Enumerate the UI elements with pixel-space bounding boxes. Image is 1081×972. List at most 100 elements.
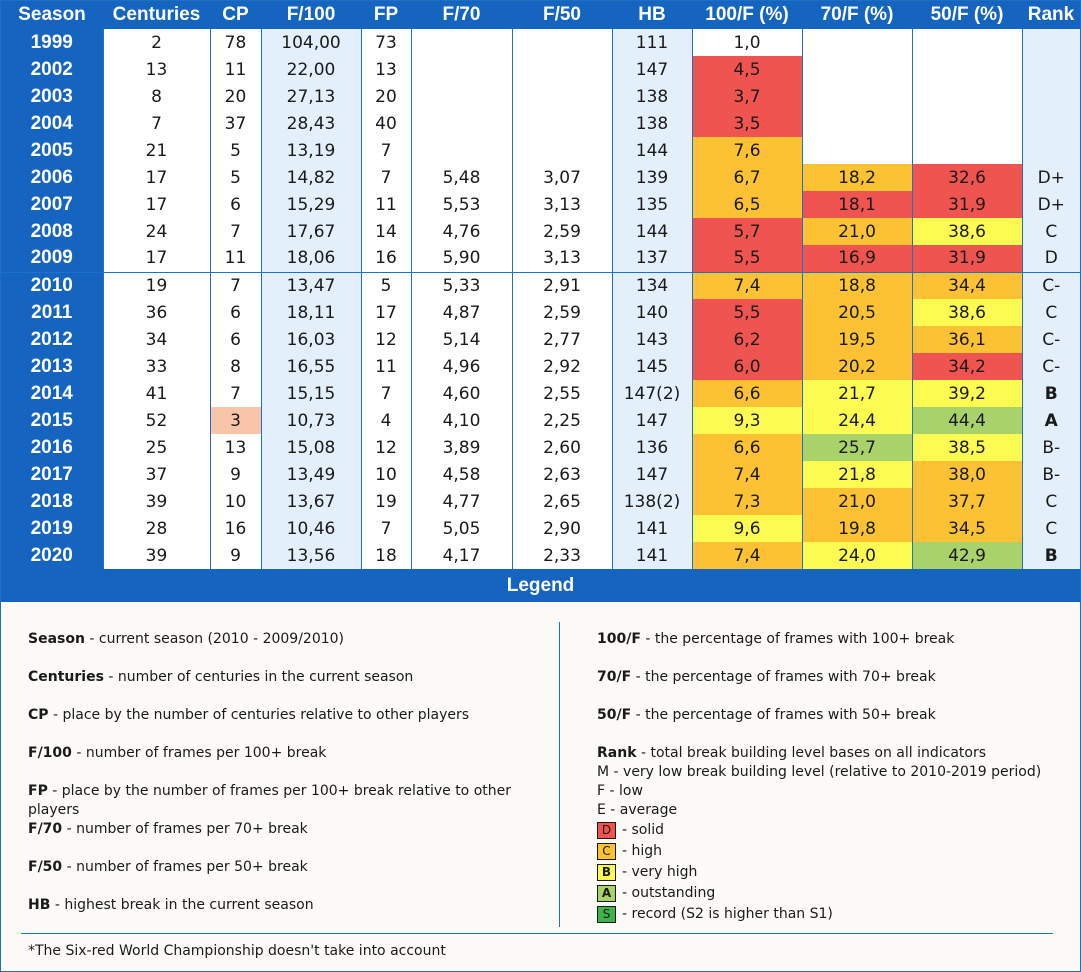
p50-cell: 38,6 [911,218,1022,245]
table-row: 2016 25 13 15,08 12 3,89 2,60 136 6,6 25,7 38,5 B- [1,434,1080,461]
p50-cell: 38,6 [911,299,1022,326]
hb-cell: 137 [611,245,692,272]
fp-cell: 12 [360,326,411,353]
hb-cell: 144 [611,137,692,164]
fp-cell: 7 [360,164,411,191]
fp-cell: 18 [360,542,411,569]
legend-item-rank: Rank - total break building level bases … [597,744,1067,763]
rank-swatch-label: - high [622,843,663,859]
f50-cell: 2,25 [511,407,612,434]
centuries-cell: 24 [102,218,210,245]
legend-term: FP [28,783,48,799]
column-header[interactable]: Centuries [103,1,210,29]
p50-cell: 34,4 [911,271,1022,299]
centuries-cell: 21 [102,137,210,164]
p100-cell: 4,5 [691,56,802,83]
column-header[interactable]: CP [210,1,261,29]
cp-cell: 10 [209,488,261,515]
p50-cell: 36,1 [911,326,1022,353]
hb-cell: 143 [611,326,692,353]
rank-cell [1021,83,1080,110]
legend-divider [559,622,560,927]
table-row: 2002 13 11 22,00 13 147 4,5 [1,56,1080,83]
f70-cell: 4,17 [410,542,512,569]
centuries-cell: 17 [102,245,210,272]
p50-cell: 31,9 [911,245,1022,272]
f50-cell: 2,55 [511,380,612,407]
column-header[interactable]: F/50 [512,1,612,29]
hb-cell: 136 [611,434,692,461]
table-row: 1999 2 78 104,00 73 111 1,0 [1,29,1080,56]
f50-cell: 3,13 [511,245,612,272]
rank-cell: B [1021,542,1080,569]
f70-cell [410,110,512,137]
column-header[interactable]: HB [612,1,692,29]
legend-desc: - the percentage of frames with 50+ brea… [631,707,936,723]
f100-cell: 15,08 [260,434,361,461]
hb-cell: 138(2) [611,488,692,515]
f50-cell: 2,91 [511,271,612,299]
p50-cell [911,83,1022,110]
legend-desc: - number of frames per 100+ break [71,745,327,761]
centuries-cell: 13 [102,56,210,83]
p50-cell [911,29,1022,56]
f70-cell: 5,05 [410,515,512,542]
column-header[interactable]: 70/F (%) [802,1,912,29]
hb-cell: 147 [611,56,692,83]
cp-cell: 37 [209,110,261,137]
season-cell: 2020 [1,542,103,569]
f70-cell: 5,48 [410,164,512,191]
fp-cell: 19 [360,488,411,515]
column-header[interactable]: 50/F (%) [912,1,1022,29]
season-cell: 2014 [1,380,103,407]
legend-title: Legend [1,569,1080,602]
p100-cell: 5,5 [691,299,802,326]
column-header[interactable]: F/100 [261,1,361,29]
f70-cell: 4,77 [410,488,512,515]
p70-cell [801,56,912,83]
legend-item: F/50 - number of frames per 50+ break [28,858,548,896]
rank-level: E - average [597,802,678,818]
p70-cell: 18,2 [801,164,912,191]
fp-cell: 5 [360,271,411,299]
cp-cell: 6 [209,326,261,353]
cp-cell: 11 [209,56,261,83]
column-header[interactable]: Season [1,1,103,29]
centuries-cell: 34 [102,326,210,353]
table-row: 2011 36 6 18,11 17 4,87 2,59 140 5,5 20,5 38,6 C [1,299,1080,326]
column-header[interactable]: FP [361,1,411,29]
legend-desc: - current season (2010 - 2009/2010) [84,631,345,647]
cp-cell: 3 [209,407,261,434]
p70-cell [801,137,912,164]
rank-cell: B- [1021,461,1080,488]
season-cell: 2005 [1,137,103,164]
f50-cell [511,110,612,137]
rank-swatch-label: - very high [622,864,698,880]
rank-cell: C [1021,488,1080,515]
fp-cell: 14 [360,218,411,245]
column-header[interactable]: 100/F (%) [692,1,802,29]
legend-item: FP - place by the number of frames per 1… [28,782,548,820]
p70-cell: 20,2 [801,353,912,380]
p70-cell: 21,0 [801,488,912,515]
legend-desc: - number of centuries in the current sea… [103,669,414,685]
f100-cell: 13,47 [260,271,361,299]
column-header[interactable]: Rank [1022,1,1080,29]
f70-cell [410,83,512,110]
header-row: Season Centuries CP F/100 FP F/70 F/50 HB 100/F … [1,1,1080,29]
f70-cell: 5,90 [410,245,512,272]
rank-swatch-row: C - high [597,841,1067,862]
table-row: 2006 17 5 14,82 7 5,48 3,07 139 6,7 18,2 32,6 D+ [1,164,1080,191]
table-row: 2015 52 3 10,73 4 4,10 2,25 147 9,3 24,4 44,4 A [1,407,1080,434]
f100-cell: 13,56 [260,542,361,569]
centuries-cell: 52 [102,407,210,434]
f100-cell: 15,29 [260,191,361,218]
legend-desc: - place by the number of frames per 100+… [28,783,511,818]
f50-cell: 2,92 [511,353,612,380]
rank-cell: D+ [1021,164,1080,191]
column-header[interactable]: F/70 [411,1,512,29]
fp-cell: 20 [360,83,411,110]
p70-cell [801,110,912,137]
f70-cell: 3,89 [410,434,512,461]
rank-swatch: C [597,843,616,860]
